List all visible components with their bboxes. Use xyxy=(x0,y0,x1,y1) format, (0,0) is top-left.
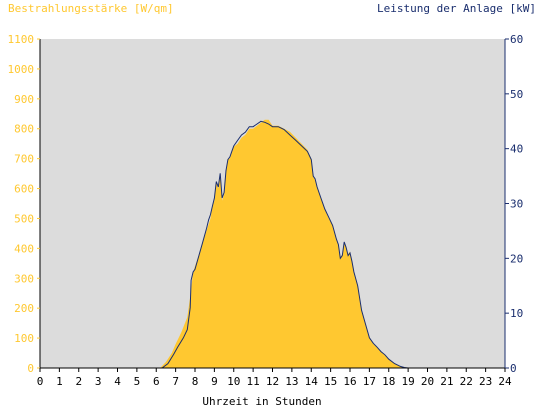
irradiance-area xyxy=(40,119,505,368)
x-tick-label: 8 xyxy=(192,375,199,388)
x-tick-labels: 0 1 2 3 4 5 6 7 8 9 10 11 12 13 14 15 16 17 18 19 20 21 22 23 24 xyxy=(37,375,512,388)
x-tick-label: 11 xyxy=(247,375,260,388)
left-y-tick-label: 100 xyxy=(14,332,34,345)
left-y-tick-label: 400 xyxy=(14,242,34,255)
left-y-tick-label: 600 xyxy=(14,183,34,196)
x-tick-label: 18 xyxy=(382,375,395,388)
x-tick-label: 1 xyxy=(56,375,63,388)
x-tick-label: 10 xyxy=(227,375,240,388)
x-tick-label: 4 xyxy=(114,375,121,388)
x-tick-label: 24 xyxy=(498,375,512,388)
right-axis-title: Leistung der Anlage [kW] xyxy=(377,2,536,15)
left-y-tick-label: 700 xyxy=(14,153,34,166)
x-tick-label: 17 xyxy=(363,375,376,388)
x-tick-label: 15 xyxy=(324,375,337,388)
right-y-tick-label: 20 xyxy=(510,252,523,265)
x-tick-label: 6 xyxy=(153,375,160,388)
x-tick-label: 22 xyxy=(460,375,473,388)
axes xyxy=(37,38,509,372)
left-y-tick-label: 900 xyxy=(14,93,34,106)
x-tick-label: 20 xyxy=(421,375,434,388)
right-y-tick-label: 0 xyxy=(510,362,517,375)
right-y-tick-label: 60 xyxy=(510,33,523,46)
left-y-tick-label: 500 xyxy=(14,212,34,225)
left-axis-title: Bestrahlungsstärke [W/qm] xyxy=(8,2,174,15)
right-y-tick-label: 30 xyxy=(510,198,523,211)
left-y-tick-label: 800 xyxy=(14,123,34,136)
left-y-tick-label: 300 xyxy=(14,272,34,285)
left-y-tick-label: 200 xyxy=(14,302,34,315)
x-tick-label: 21 xyxy=(440,375,453,388)
left-y-tick-label: 1000 xyxy=(8,63,35,76)
x-tick-label: 0 xyxy=(37,375,44,388)
x-tick-label: 12 xyxy=(266,375,279,388)
x-tick-label: 19 xyxy=(402,375,415,388)
right-y-tick-label: 50 xyxy=(510,88,523,101)
x-tick-label: 5 xyxy=(134,375,141,388)
x-tick-label: 14 xyxy=(305,375,319,388)
power-line xyxy=(40,120,505,369)
right-y-tick-label: 40 xyxy=(510,143,523,156)
x-tick-label: 16 xyxy=(343,375,356,388)
x-tick-label: 9 xyxy=(211,375,218,388)
x-axis-title: Uhrzeit in Stunden xyxy=(202,395,321,408)
right-y-tick-label: 10 xyxy=(510,307,523,320)
left-y-tick-label: 1100 xyxy=(8,33,35,46)
left-y-tick-labels: 0 100 200 300 400 500 600 700 800 900 1000 1100 xyxy=(8,33,35,375)
x-tick-label: 23 xyxy=(479,375,492,388)
x-tick-label: 3 xyxy=(95,375,102,388)
left-y-tick-label: 0 xyxy=(27,362,34,375)
right-y-tick-labels: 0 10 20 30 40 50 60 xyxy=(510,33,523,375)
x-tick-label: 7 xyxy=(172,375,179,388)
x-tick-label: 2 xyxy=(75,375,82,388)
x-tick-label: 13 xyxy=(285,375,298,388)
